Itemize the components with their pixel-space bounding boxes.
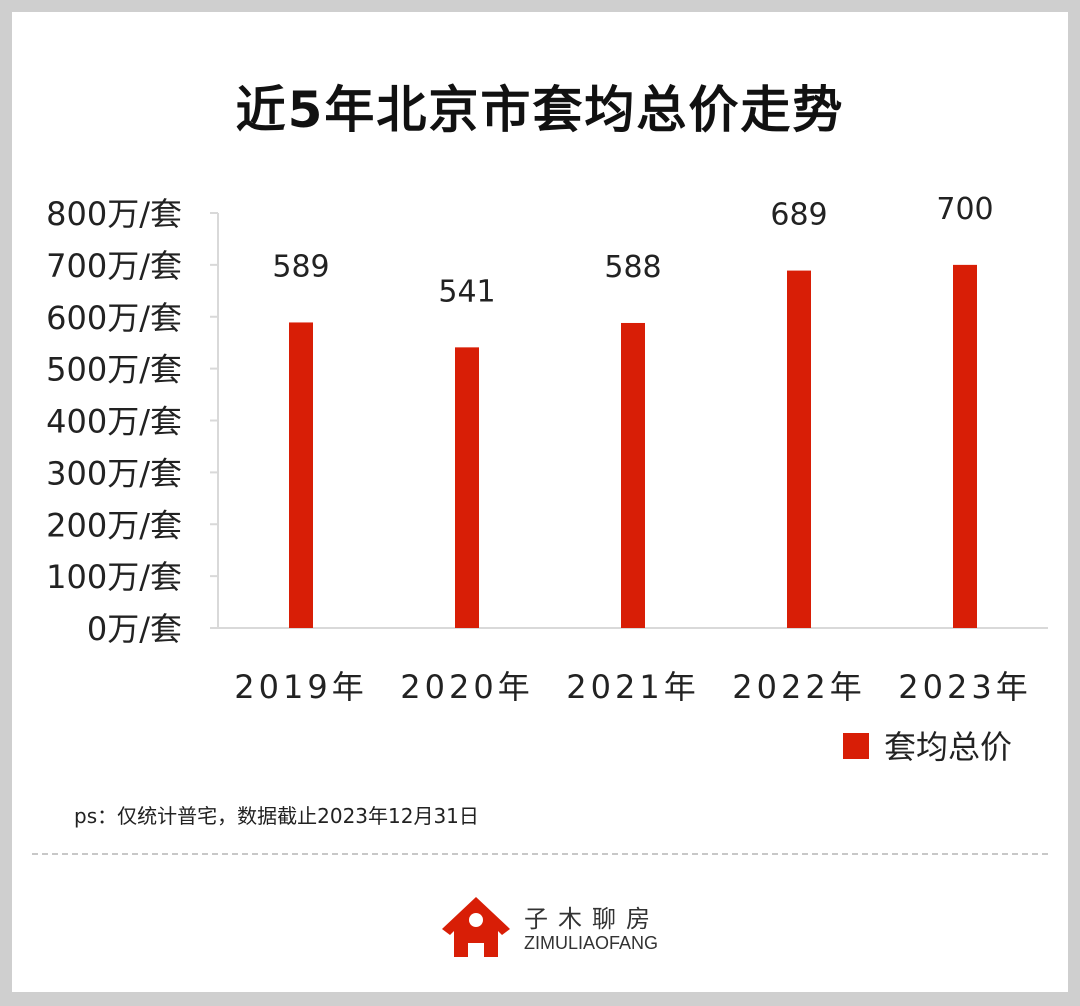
data-label: 588: [604, 250, 661, 285]
data-label: 541: [438, 274, 495, 309]
chart-title: 近5年北京市套均总价走势: [235, 81, 845, 139]
y-tick-label: 0万/套: [87, 610, 182, 648]
bar-chart: 0万/套 100万/套 200万/套 300万/套 400万/套 500万/套 600万/套…: [46, 192, 1048, 766]
data-label: 589: [272, 249, 329, 284]
house-icon: [442, 897, 510, 957]
x-tick-label: 2019年: [234, 668, 367, 706]
bar: [621, 322, 645, 628]
y-tick-label: 400万/套: [46, 403, 182, 441]
y-tick-label: 600万/套: [46, 299, 182, 337]
y-tick-label: 500万/套: [46, 351, 182, 389]
y-tick-label: 200万/套: [46, 506, 182, 544]
data-label: 689: [770, 198, 827, 233]
brand-logo: 子木聊房 ZIMULIAOFANG: [440, 893, 680, 963]
legend-label: 套均总价: [884, 728, 1012, 766]
y-tick-label: 800万/套: [46, 195, 182, 233]
bar: [953, 264, 977, 628]
legend-swatch: [843, 733, 869, 759]
y-tick-label: 100万/套: [46, 558, 182, 596]
x-tick-label: 2023年: [898, 668, 1031, 706]
data-label: 700: [936, 192, 993, 227]
divider: [32, 853, 1048, 855]
bar: [455, 347, 479, 628]
x-tick-label: 2021年: [566, 668, 699, 706]
bar: [787, 270, 811, 628]
y-tick-label: 700万/套: [46, 247, 182, 285]
brand-name-cn: 子木聊房: [524, 905, 660, 933]
x-tick-label: 2020年: [400, 668, 533, 706]
brand-name-en: ZIMULIAOFANG: [524, 933, 659, 953]
x-tick-label: 2022年: [732, 668, 865, 706]
bar: [289, 322, 313, 628]
y-tick-label: 300万/套: [46, 454, 182, 492]
card: [12, 12, 1068, 992]
footnote: ps：仅统计普宅，数据截止2023年12月31日: [74, 804, 479, 828]
